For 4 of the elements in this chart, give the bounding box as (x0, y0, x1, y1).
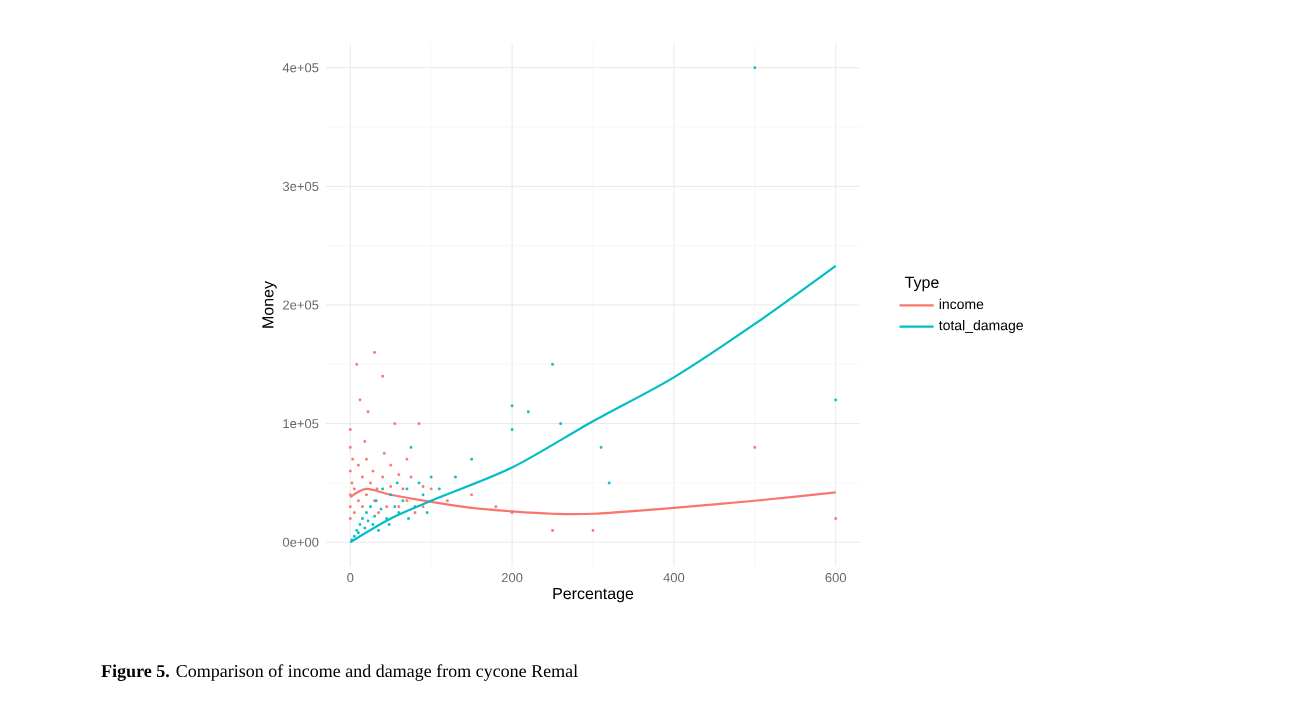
x-axis-title: Percentage (553, 587, 634, 603)
y-axis-title: Money (262, 281, 277, 328)
legend-title: Type (904, 276, 939, 292)
text: Figure 5. Comparison of income and damage from cycone Remal (101, 664, 578, 681)
